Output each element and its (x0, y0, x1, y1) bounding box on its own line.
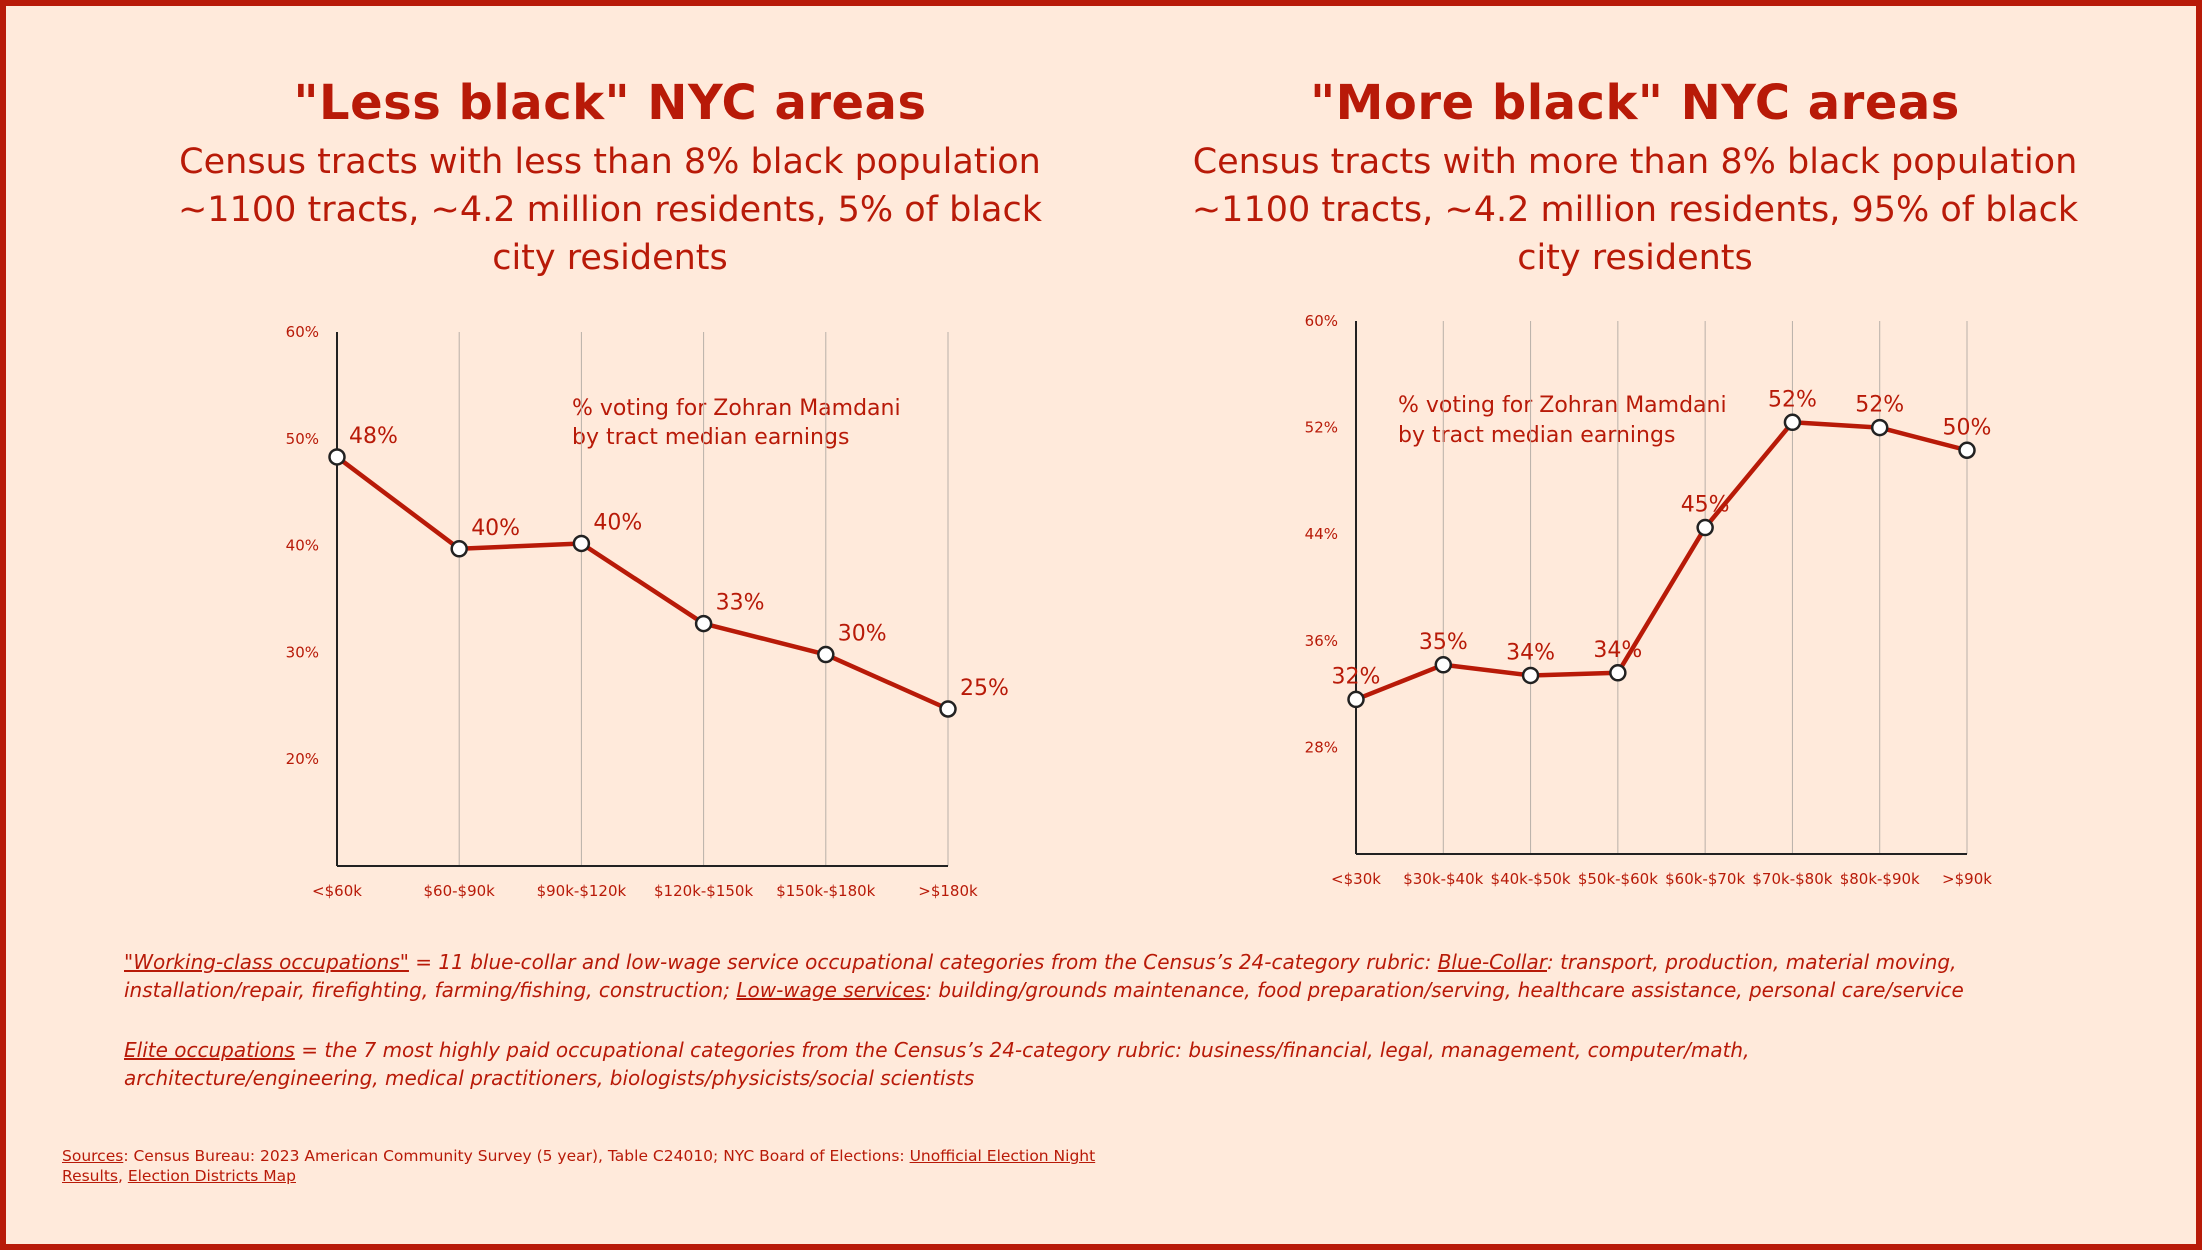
right-series-line (1355, 420, 1968, 702)
left-y-tick-label: 40% (286, 537, 319, 555)
right-data-label: 34% (1593, 638, 1642, 663)
low-wage-term: Low-wage services (736, 978, 926, 1002)
right-x-tick-label: <$30k (1331, 870, 1381, 888)
right-data-point (1521, 666, 1540, 685)
left-y-tick-label: 50% (286, 430, 319, 448)
sources-footnote: Sources: Census Bureau: 2023 American Co… (62, 1146, 1122, 1186)
right-x-tick-label: $70k-$80k (1752, 870, 1832, 888)
right-data-label: 52% (1855, 393, 1904, 418)
left-data-point (328, 448, 346, 466)
right-y-tick-label: 60% (1305, 312, 1338, 330)
left-x-tick-label: <$60k (312, 882, 362, 900)
left-y-tick-label: 30% (286, 643, 319, 661)
right-x-tick-label: >$90k (1942, 870, 1992, 888)
left-x-tick-label: $60-$90k (424, 882, 496, 900)
right-x-tick-label: $30k-$40k (1403, 870, 1483, 888)
left-data-point (694, 614, 713, 633)
election-districts-link[interactable]: Election Districts Map (127, 1167, 296, 1185)
right-y-tick-label: 44% (1305, 525, 1338, 543)
left-chart-subtitle: Census tracts with less than 8% black po… (150, 138, 1070, 282)
left-panel-header: "Less black" NYC areas Census tracts wit… (150, 72, 1070, 282)
working-class-note: "Working-class occupations" = 11 blue-co… (124, 948, 2004, 1004)
right-data-point (1696, 518, 1714, 537)
left-x-tick-label: $120k-$150k (654, 882, 753, 900)
sources-separator: , (117, 1167, 128, 1185)
right-data-label: 52% (1768, 387, 1817, 412)
working-class-term: "Working-class occupations" (124, 950, 409, 974)
right-data-label: 45% (1681, 493, 1730, 518)
left-subtitle-line1: Census tracts with less than 8% black po… (179, 142, 1041, 182)
left-line-chart: % voting for Zohran Mamdani by tract med… (286, 323, 1009, 900)
right-data-point (1434, 656, 1453, 674)
elite-occupations-note: Elite occupations = the 7 most highly pa… (124, 1036, 2004, 1092)
elite-term: Elite occupations (124, 1038, 295, 1062)
right-data-label: 32% (1332, 664, 1381, 689)
right-line-chart: % voting for Zohran Mamdani by tract med… (1305, 312, 1993, 888)
right-data-label: 35% (1419, 630, 1468, 655)
right-subtitle-line2: ~1100 tracts, ~4.2 million residents, 95… (1191, 190, 2079, 278)
right-data-point (1783, 413, 1802, 432)
blue-collar-text: : transport, production, material moving… (124, 950, 1957, 1002)
left-data-label: 33% (716, 591, 765, 616)
blue-collar-term: Blue-Collar (1437, 950, 1547, 974)
right-data-point (1958, 441, 1976, 460)
left-data-label: 48% (349, 424, 398, 449)
left-data-point (817, 645, 835, 664)
left-y-tick-label: 60% (286, 323, 319, 341)
right-data-point (1347, 690, 1365, 709)
left-subtitle-line2: ~1100 tracts, ~4.2 million residents, 5%… (177, 190, 1043, 278)
low-wage-text: : building/grounds maintenance, food pre… (925, 978, 1964, 1002)
left-series-line (335, 455, 949, 712)
left-y-tick-label: 20% (286, 750, 319, 768)
left-data-label: 30% (838, 622, 887, 647)
right-annotation-line2: by tract median earnings (1398, 423, 1675, 448)
left-data-point (939, 700, 957, 718)
left-x-tick-label: $150k-$180k (776, 882, 875, 900)
left-x-tick-label: >$180k (918, 882, 978, 900)
left-data-point (572, 534, 591, 553)
right-y-tick-label: 52% (1305, 419, 1338, 437)
left-data-point (450, 540, 468, 558)
left-annotation-line1: % voting for Zohran Mamdani (572, 396, 901, 421)
right-x-tick-label: $60k-$70k (1665, 870, 1745, 888)
right-data-label: 34% (1506, 640, 1555, 665)
right-chart-subtitle: Census tracts with more than 8% black po… (1175, 138, 2095, 282)
right-y-tick-label: 36% (1305, 632, 1338, 650)
left-annotation-line2: by tract median earnings (572, 425, 849, 450)
right-data-point (1609, 664, 1627, 682)
right-data-label: 50% (1943, 415, 1992, 440)
left-data-label: 25% (960, 676, 1009, 701)
left-data-label: 40% (471, 516, 520, 541)
right-subtitle-line1: Census tracts with more than 8% black po… (1192, 142, 2078, 182)
election-results-link[interactable]: Unofficial Election Night Results (62, 1147, 1096, 1185)
right-annotation-line1: % voting for Zohran Mamdani (1398, 393, 1727, 418)
left-x-tick-label: $90k-$120k (537, 882, 627, 900)
elite-text: = the 7 most highly paid occupational ca… (124, 1038, 1750, 1090)
right-x-tick-label: $80k-$90k (1840, 870, 1920, 888)
right-y-tick-label: 28% (1305, 738, 1338, 756)
sources-label: Sources (62, 1147, 124, 1165)
right-chart-title: "More black" NYC areas (1310, 75, 1960, 131)
right-panel-header: "More black" NYC areas Census tracts wit… (1175, 72, 2095, 282)
left-data-label: 40% (593, 510, 642, 535)
left-chart-title: "Less black" NYC areas (293, 75, 927, 131)
sources-text: : Census Bureau: 2023 American Community… (123, 1147, 910, 1165)
working-class-text: = 11 blue-collar and low-wage service oc… (408, 950, 1438, 974)
right-data-point (1870, 418, 1889, 437)
right-x-tick-label: $40k-$50k (1491, 870, 1571, 888)
right-x-tick-label: $50k-$60k (1578, 870, 1658, 888)
